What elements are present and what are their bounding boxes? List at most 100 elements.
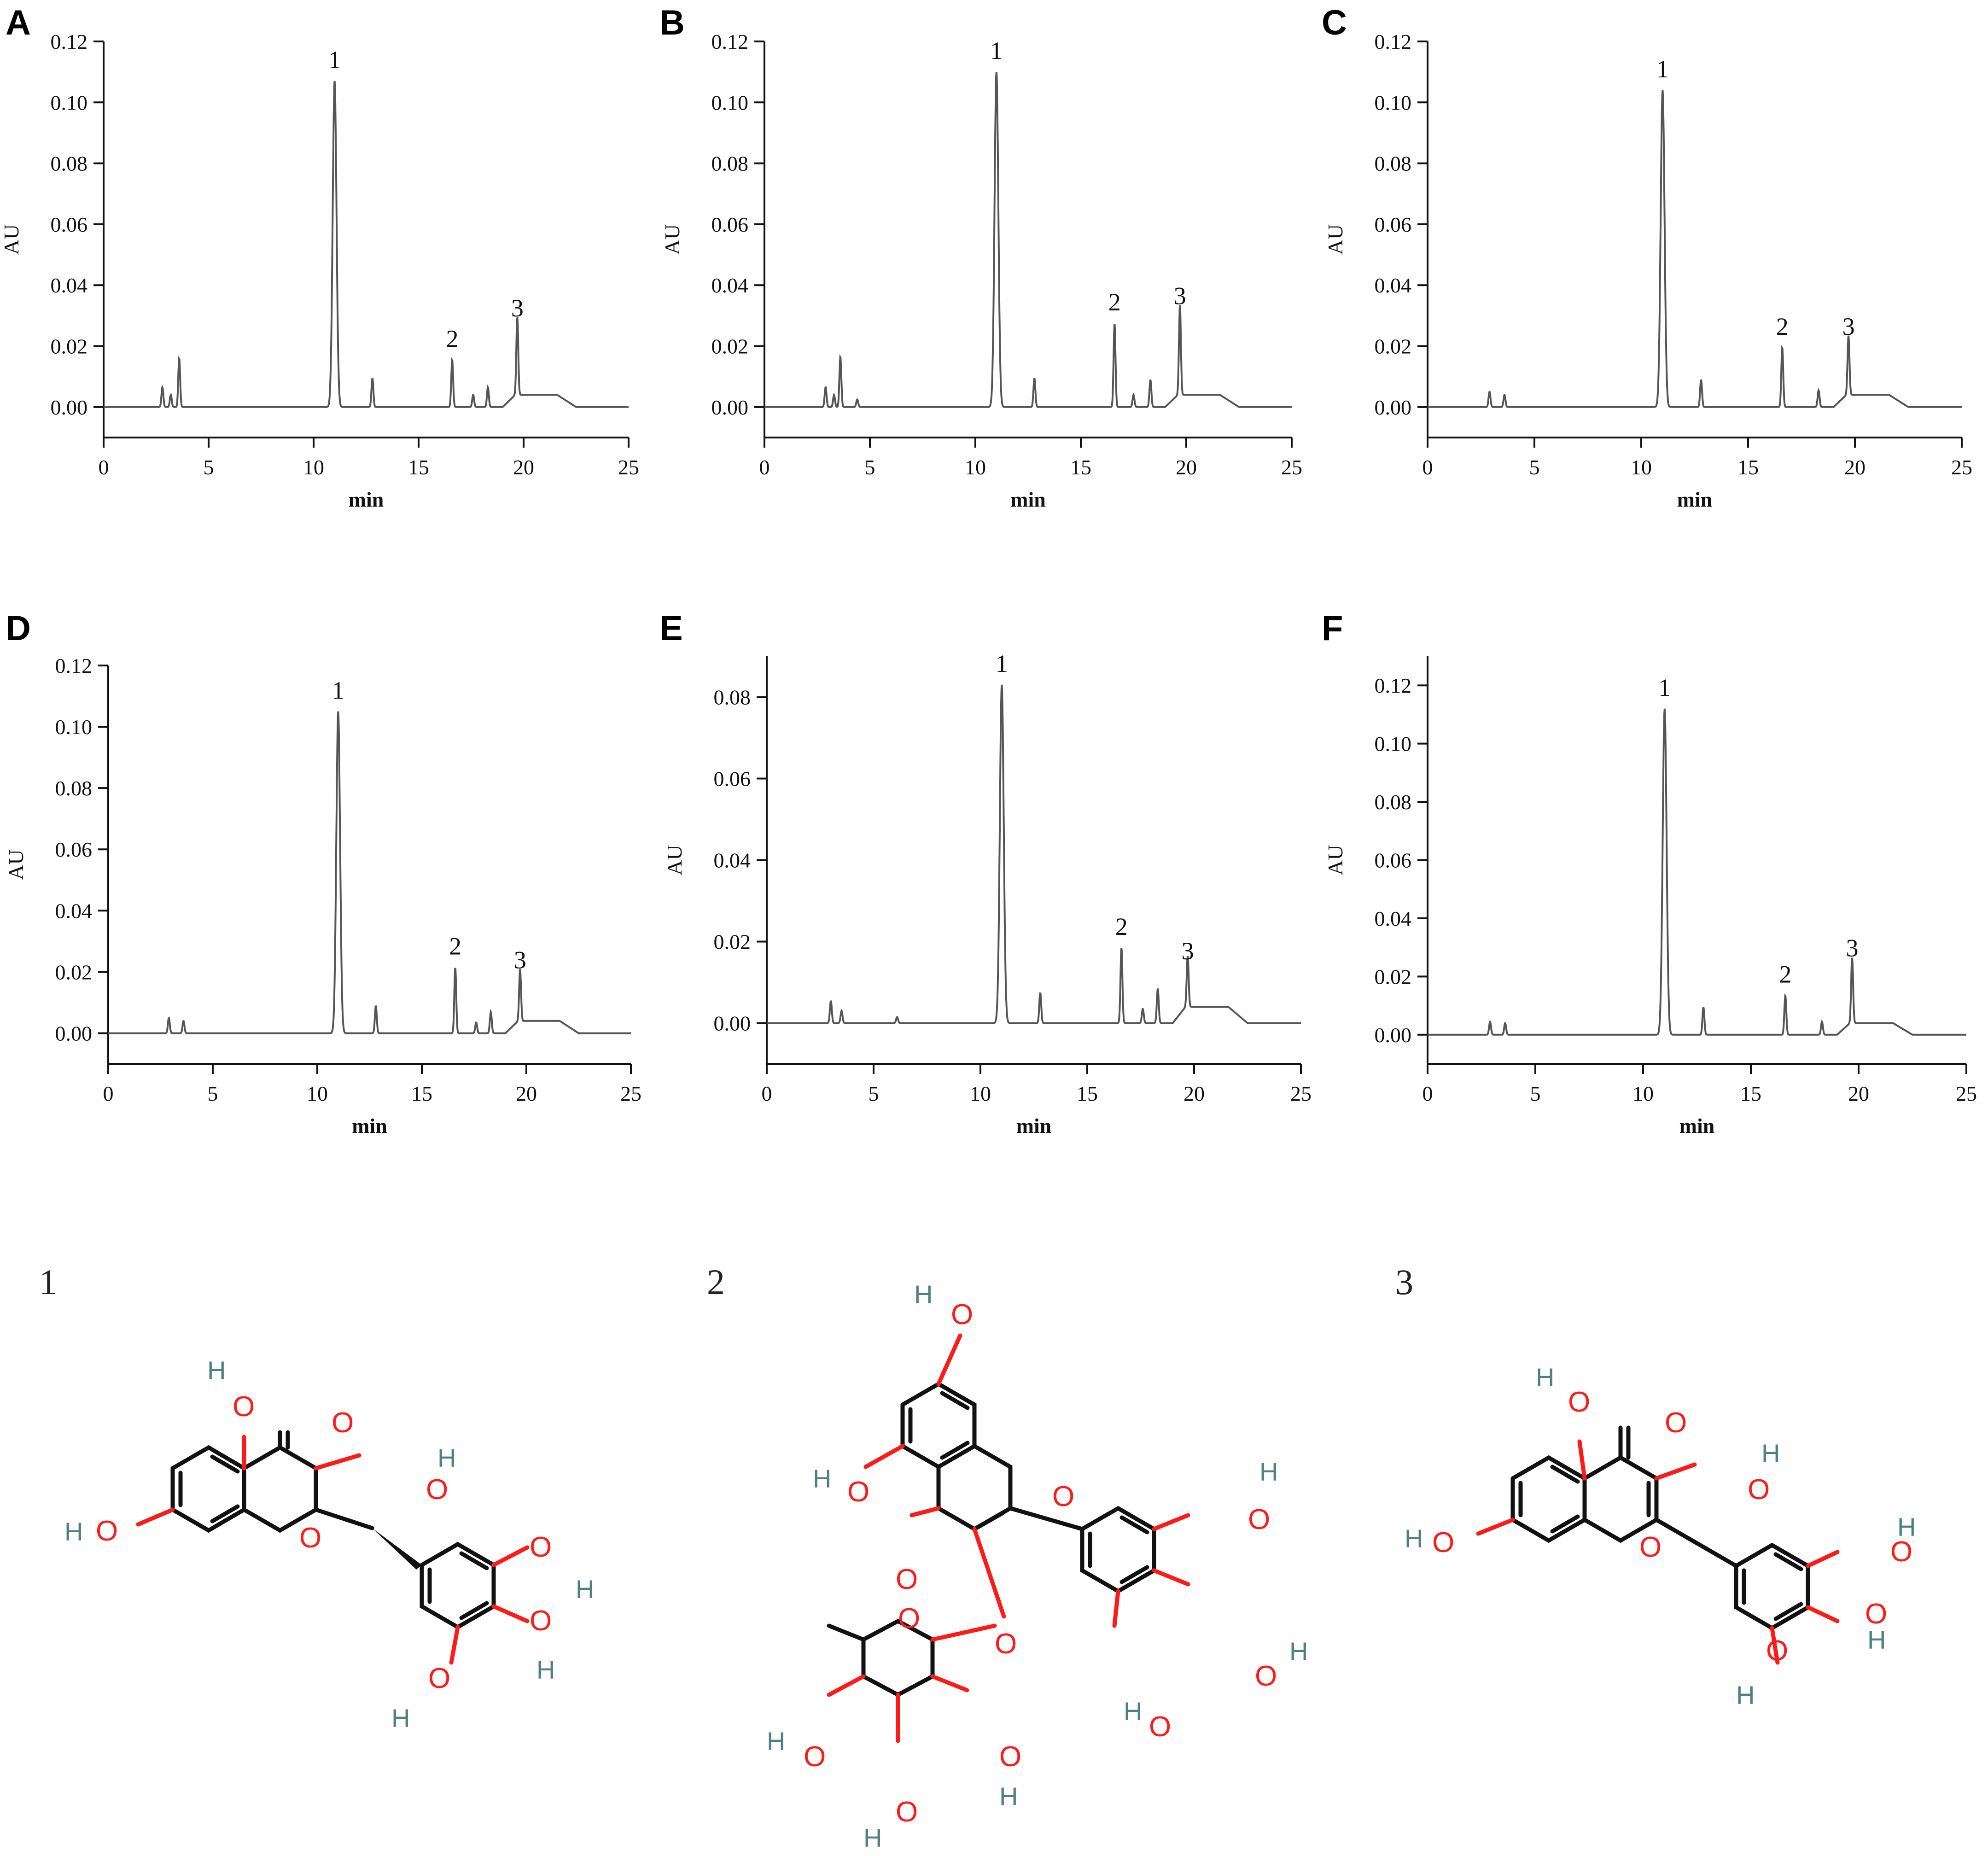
x-tick-label: 20	[513, 455, 534, 479]
x-tick-label: 15	[1070, 455, 1091, 479]
atom-h: H	[64, 1517, 83, 1546]
x-tick-label: 10	[1632, 1082, 1654, 1105]
y-axis-label: AU	[663, 845, 686, 875]
chromatogram-trace	[1428, 90, 1962, 408]
y-tick-label: 0.00	[714, 1012, 751, 1035]
y-tick-label: 0.02	[55, 960, 93, 984]
panel-letter: F	[1322, 609, 1343, 648]
y-tick-label: 0.06	[1375, 849, 1412, 872]
x-tick-label: 5	[865, 455, 875, 479]
y-tick-label: 0.12	[51, 30, 88, 53]
structure-1: 1	[39, 1262, 594, 1733]
structure-1-number: 1	[39, 1262, 57, 1302]
x-tick-label: 10	[965, 455, 986, 479]
x-axis-label: min	[1677, 488, 1713, 511]
x-tick-label: 10	[307, 1082, 328, 1105]
atom-o: O	[1432, 1527, 1454, 1558]
atom-h: H	[1259, 1457, 1278, 1486]
atom-h: H	[437, 1443, 456, 1472]
y-tick-label: 0.10	[51, 91, 88, 114]
chart-panel-D: D 0.00 0.02 0.04 0.06 0.08 0.10 0.12 0 5 10 15 20 25 m…	[4, 609, 641, 1138]
y-tick-label: 0.00	[51, 396, 88, 419]
y-tick-label: 0.10	[1375, 91, 1412, 114]
chart-panel-E: E 0.00 0.02 0.04 0.06 0.08 0 5 10 15 20 25 min AU 1 2 3	[659, 609, 1312, 1138]
atom-o: O	[530, 1531, 552, 1563]
y-tick-label: 0.08	[55, 776, 93, 800]
peak-label: 2	[449, 932, 461, 960]
peak-label: 3	[514, 946, 526, 974]
atom-o: O	[1149, 1711, 1171, 1743]
y-tick-label: 0.10	[55, 715, 93, 739]
x-tick-label: 10	[970, 1082, 991, 1105]
x-tick-label: 0	[103, 1082, 114, 1105]
x-tick-label: 0	[99, 455, 109, 479]
atom-o: O	[804, 1741, 826, 1773]
atom-o: O	[896, 1796, 918, 1828]
x-tick-label: 25	[1956, 1082, 1977, 1105]
y-tick-label: 0.10	[1375, 732, 1412, 756]
structure-2-number: 2	[707, 1262, 725, 1302]
peak-label: 2	[446, 325, 458, 352]
structure-3-number: 3	[1395, 1262, 1413, 1302]
x-tick-label: 0	[759, 455, 770, 479]
x-axis-label: min	[1016, 1114, 1052, 1138]
y-tick-label: 0.06	[55, 838, 93, 861]
y-tick-label: 0.06	[1375, 213, 1412, 236]
atom-h: H	[863, 1823, 882, 1852]
x-tick-label: 15	[1077, 1082, 1098, 1105]
x-tick-label: 5	[1530, 1082, 1541, 1105]
peak-label: 3	[1846, 934, 1858, 962]
chart-panel-B: B 0.00 0.02 0.04 0.06 0.08 0.10 0.12 0 5 10 15 20 25 m…	[659, 3, 1302, 511]
y-tick-label: 0.08	[1375, 790, 1412, 814]
atom-o: O	[530, 1605, 552, 1637]
peak-label: 2	[1115, 913, 1128, 940]
atom-o: O	[995, 1628, 1017, 1660]
y-tick-label: 0.00	[55, 1021, 93, 1045]
y-tick-label: 0.06	[714, 767, 751, 791]
chromatogram-trace	[104, 81, 629, 408]
y-axis-label: AU	[4, 849, 28, 880]
y-tick-label: 0.04	[1375, 907, 1412, 930]
chromatogram-trace	[108, 711, 631, 1034]
x-tick-label: 20	[1176, 455, 1197, 479]
y-tick-label: 0.08	[714, 686, 751, 709]
peak-label: 2	[1776, 313, 1789, 340]
peak-label: 3	[1182, 937, 1194, 965]
atom-h: H	[1897, 1512, 1916, 1541]
structure-3-drawing	[1476, 1425, 1840, 1665]
panel-letter: D	[6, 609, 31, 648]
y-tick-label: 0.08	[1375, 152, 1412, 175]
x-tick-label: 20	[516, 1082, 537, 1105]
atom-h: H	[914, 1280, 933, 1309]
atom-h: H	[391, 1704, 410, 1733]
peak-label: 3	[511, 294, 524, 322]
atom-h: H	[1536, 1363, 1554, 1392]
atom-o: O	[1255, 1660, 1277, 1692]
atom-o: O	[1248, 1504, 1270, 1535]
y-tick-label: 0.12	[1375, 674, 1412, 697]
y-tick-label: 0.12	[55, 654, 93, 677]
y-tick-label: 0.06	[711, 213, 749, 236]
x-tick-label: 5	[1529, 455, 1540, 479]
x-tick-label: 25	[1281, 455, 1302, 479]
x-tick-label: 20	[1844, 455, 1866, 479]
y-tick-label: 0.04	[1375, 274, 1412, 297]
atom-h: H	[536, 1655, 555, 1684]
chart-panel-F: F 0.00 0.02 0.04 0.06 0.08 0.10 0.12 0 5 10 15 20 25 m…	[1322, 609, 1977, 1138]
x-axis-label: min	[352, 1114, 387, 1138]
chemical-structures: 1	[39, 1262, 1916, 1852]
y-tick-label: 0.10	[711, 91, 749, 114]
y-tick-label: 0.12	[711, 30, 749, 53]
atom-o: O	[1748, 1474, 1770, 1506]
atom-o: O	[1665, 1407, 1687, 1439]
y-tick-label: 0.04	[55, 899, 93, 922]
panel-letter: E	[659, 609, 683, 648]
x-tick-label: 0	[1422, 455, 1433, 479]
x-tick-label: 15	[411, 1082, 432, 1105]
atom-h: H	[576, 1575, 594, 1604]
chart-panel-A: A 0.00 0.02 0.04 0.06 0.08 0.10 0.12 0 5 10 15 20 25 m…	[0, 3, 639, 511]
x-tick-label: 5	[204, 455, 214, 479]
x-tick-label: 10	[303, 455, 324, 479]
y-tick-label: 0.02	[51, 335, 88, 358]
